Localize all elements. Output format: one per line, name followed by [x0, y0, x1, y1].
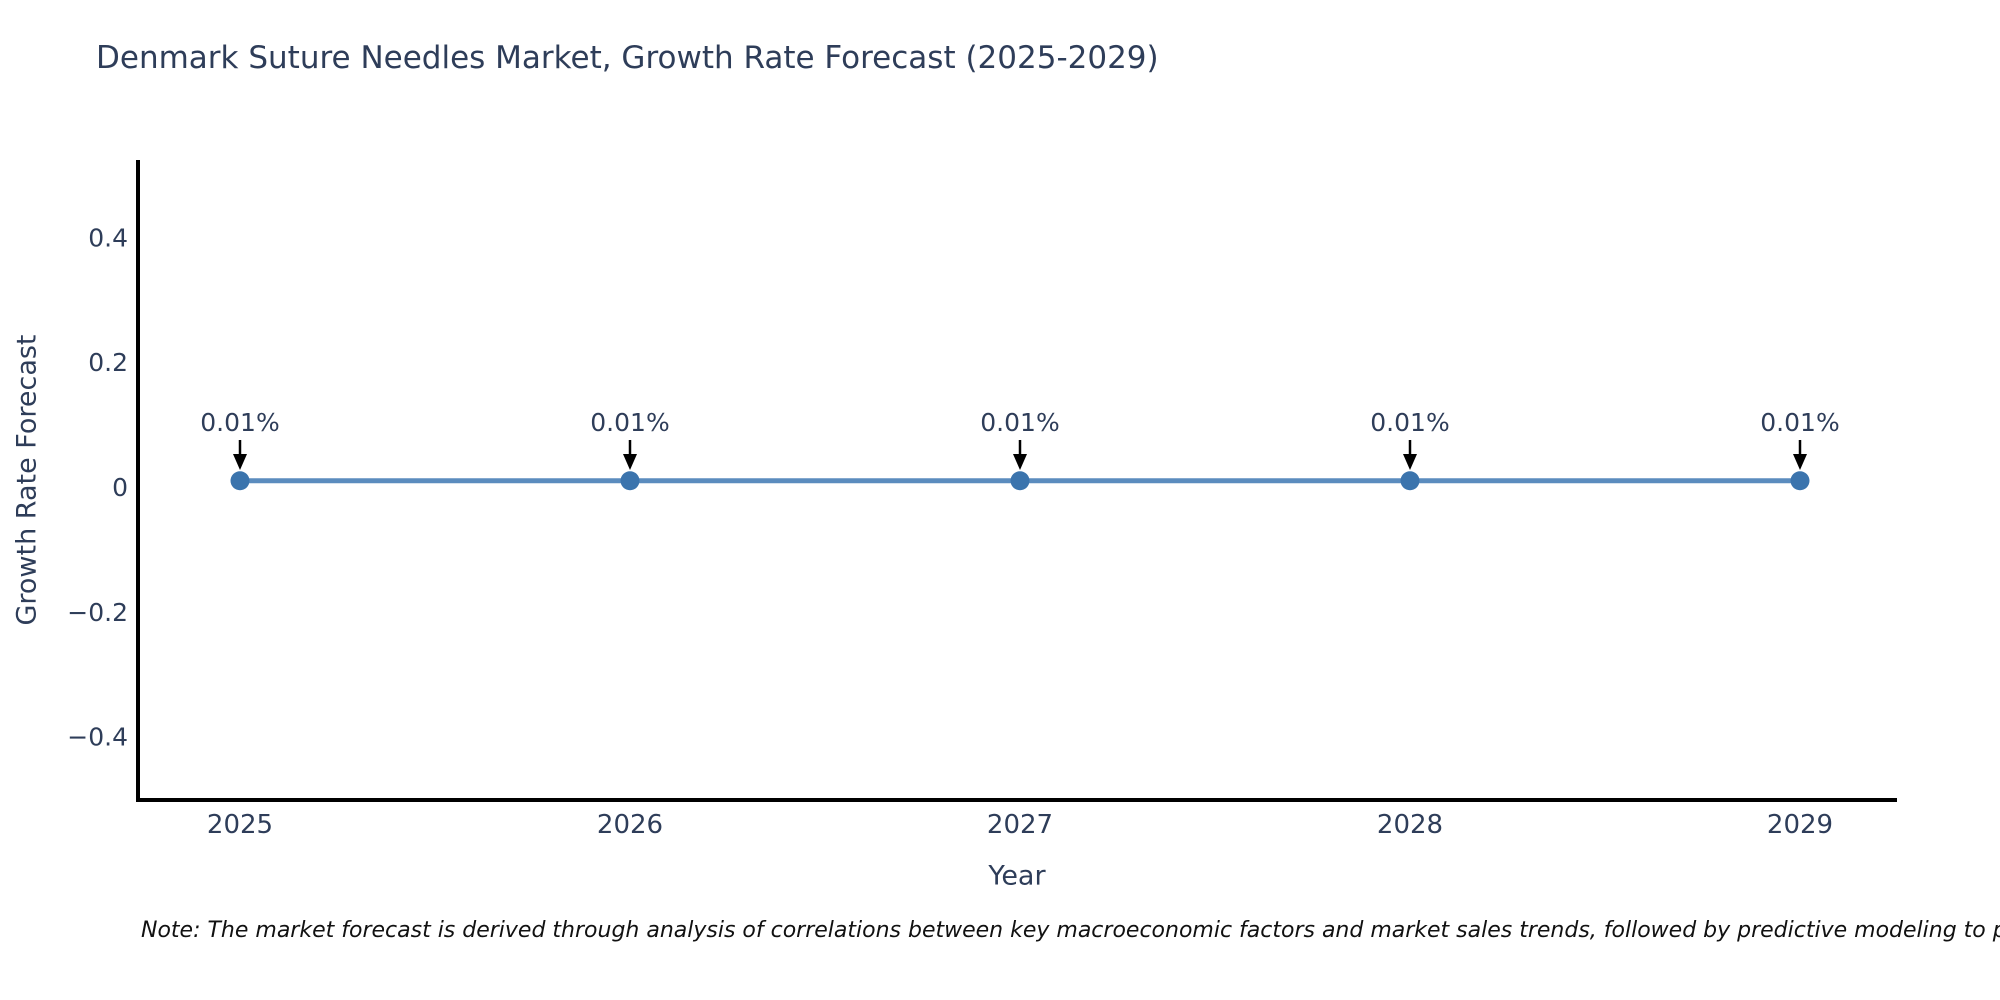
point-annotation: 0.01% — [980, 408, 1059, 437]
annotation-arrow-head-icon — [233, 454, 247, 470]
data-point-marker — [1010, 471, 1030, 491]
point-annotation: 0.01% — [1370, 408, 1449, 437]
y-tick-label: −0.2 — [67, 598, 128, 627]
footnote: Note: The market forecast is derived thr… — [141, 918, 2000, 943]
annotation-arrow-head-icon — [1013, 454, 1027, 470]
x-tick-label: 2026 — [597, 810, 663, 840]
y-tick-label: 0.4 — [88, 223, 128, 252]
point-annotation: 0.01% — [590, 408, 669, 437]
data-point-marker — [620, 471, 640, 491]
chart-title: Denmark Suture Needles Market, Growth Ra… — [96, 40, 1159, 76]
point-annotation: 0.01% — [1760, 408, 1839, 437]
x-tick-label: 2027 — [987, 810, 1053, 840]
y-tick-label: −0.4 — [67, 723, 128, 752]
annotation-arrow-head-icon — [1793, 454, 1807, 470]
y-axis-label: Growth Rate Forecast — [11, 334, 43, 626]
data-point-marker — [1400, 471, 1420, 491]
x-tick-label: 2028 — [1377, 810, 1443, 840]
x-tick-label: 2025 — [207, 810, 273, 840]
data-point-marker — [230, 471, 250, 491]
data-point-marker — [1790, 471, 1810, 491]
annotation-arrow-head-icon — [1403, 454, 1417, 470]
point-annotation: 0.01% — [200, 408, 279, 437]
x-tick-label: 2029 — [1767, 810, 1833, 840]
y-tick-label: 0.2 — [88, 348, 128, 377]
annotation-arrow-head-icon — [623, 454, 637, 470]
x-axis-label: Year — [988, 860, 1046, 892]
y-tick-label: 0 — [112, 473, 128, 502]
